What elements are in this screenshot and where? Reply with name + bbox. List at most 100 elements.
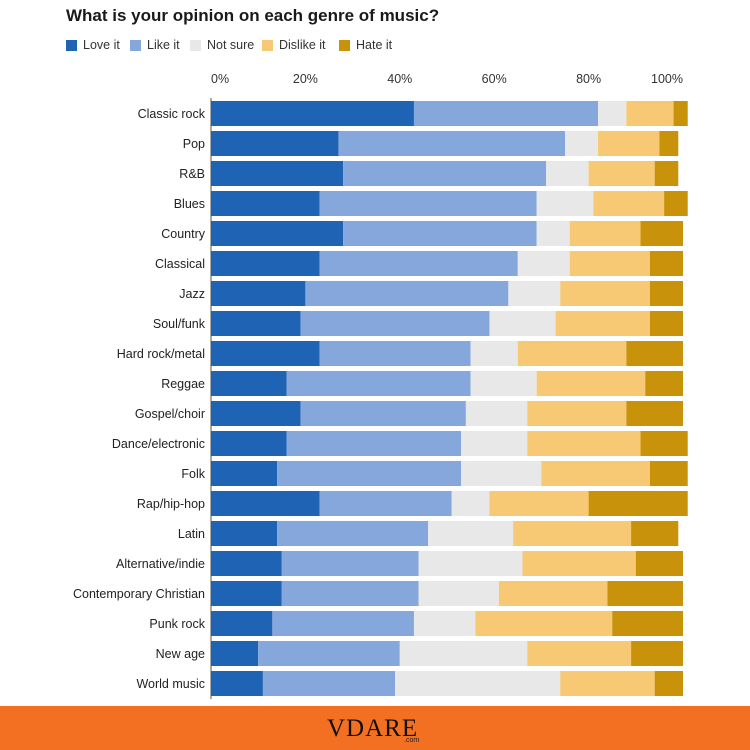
category-label-punk-rock: Punk rock [149,617,205,631]
legend-label-hate-it: Hate it [356,38,393,52]
bar-contemporary-christian-love-it [211,581,282,606]
bar-latin-like-it [277,521,429,546]
category-label-classic-rock: Classic rock [138,107,206,121]
legend-label-love-it: Love it [83,38,120,52]
bar-hard-rock-metal-not-sure [470,341,518,366]
bar-r-b-hate-it [654,161,679,186]
bar-new-age-hate-it [631,641,683,666]
bar-punk-rock-like-it [272,611,414,636]
bar-jazz-not-sure [508,281,561,306]
bar-jazz-hate-it [649,281,683,306]
bar-world-music-hate-it [654,671,683,696]
bar-contemporary-christian-not-sure [418,581,499,606]
bar-world-music-dislike-it [560,671,655,696]
bar-soul-funk-like-it [300,311,490,336]
bar-folk-love-it [211,461,278,486]
category-label-blues: Blues [174,197,205,211]
bar-folk-dislike-it [541,461,650,486]
category-label-soul-funk: Soul/funk [153,317,206,331]
bar-latin-love-it [211,521,278,546]
bar-r-b-not-sure [546,161,589,186]
bar-latin-hate-it [631,521,679,546]
x-tick-label-0: 0% [211,72,229,86]
bar-hard-rock-metal-dislike-it [517,341,627,366]
bar-contemporary-christian-like-it [281,581,419,606]
bar-dance-electronic-love-it [211,431,287,456]
legend-swatch-like-it [130,39,141,51]
bar-rap-hip-hop-dislike-it [489,491,589,516]
bar-r-b-dislike-it [588,161,655,186]
bar-alternative-indie-hate-it [635,551,683,576]
bar-r-b-love-it [211,161,344,186]
bar-gospel-choir-love-it [211,401,301,426]
bar-contemporary-christian-dislike-it [498,581,608,606]
bar-pop-dislike-it [598,131,660,156]
chart-title: What is your opinion on each genre of mu… [66,6,440,25]
bar-blues-hate-it [664,191,688,216]
bar-gospel-choir-like-it [300,401,466,426]
legend-item-not-sure: Not sure [190,37,254,53]
bar-dance-electronic-not-sure [461,431,528,456]
bar-punk-rock-dislike-it [475,611,613,636]
bar-classic-rock-not-sure [598,101,627,126]
bar-folk-hate-it [649,461,688,486]
legend-label-like-it: Like it [147,38,180,52]
stacked-bar-chart: 0% 20% 40% 60% 80% 100% Classic rock Pop R&B Blue… [73,72,688,699]
bar-country-hate-it [640,221,683,246]
category-label-new-age: New age [156,647,205,661]
bar-alternative-indie-love-it [211,551,282,576]
bar-world-music-not-sure [395,671,561,696]
bar-rap-hip-hop-hate-it [588,491,688,516]
bar-dance-electronic-dislike-it [527,431,641,456]
category-label-rap-hip-hop: Rap/hip-hop [137,497,205,511]
x-tick-label-3: 60% [482,72,507,86]
bar-blues-dislike-it [593,191,665,216]
bar-gospel-choir-hate-it [626,401,683,426]
category-label-classical: Classical [155,257,205,271]
bar-new-age-dislike-it [527,641,632,666]
bar-classic-rock-like-it [413,101,599,126]
bar-reggae-love-it [211,371,287,396]
bar-rap-hip-hop-not-sure [451,491,490,516]
bar-folk-not-sure [461,461,542,486]
bar-pop-like-it [338,131,565,156]
bar-soul-funk-not-sure [489,311,556,336]
bar-punk-rock-not-sure [413,611,476,636]
category-label-pop: Pop [183,137,205,151]
bar-world-music-love-it [211,671,263,696]
bar-punk-rock-love-it [211,611,273,636]
bar-reggae-dislike-it [536,371,646,396]
bar-folk-like-it [277,461,462,486]
bar-rap-hip-hop-love-it [211,491,320,516]
bar-pop-love-it [211,131,339,156]
category-label-jazz: Jazz [179,287,205,301]
bar-rap-hip-hop-like-it [319,491,452,516]
bar-latin-not-sure [428,521,514,546]
category-label-hard-rock-metal: Hard rock/metal [117,347,205,361]
bar-reggae-like-it [286,371,471,396]
bar-r-b-like-it [343,161,547,186]
bar-classical-not-sure [517,251,570,276]
category-label-folk: Folk [181,467,205,481]
legend-item-hate-it: Hate it [339,37,392,53]
bar-new-age-not-sure [399,641,528,666]
legend-label-dislike-it: Dislike it [279,38,326,52]
bar-gospel-choir-not-sure [465,401,528,426]
category-label-latin: Latin [178,527,205,541]
bar-classic-rock-hate-it [673,101,688,126]
bar-country-dislike-it [569,221,641,246]
bar-jazz-dislike-it [560,281,650,306]
bar-alternative-indie-dislike-it [522,551,636,576]
bar-hard-rock-metal-like-it [319,341,471,366]
category-label-contemporary-christian: Contemporary Christian [73,587,205,601]
bar-gospel-choir-dislike-it [527,401,627,426]
x-tick-label-5: 100% [651,72,683,86]
bar-classical-like-it [319,251,518,276]
bar-reggae-not-sure [470,371,537,396]
category-label-dance-electronic: Dance/electronic [112,437,205,451]
bar-dance-electronic-hate-it [640,431,688,456]
bar-country-love-it [211,221,344,246]
bar-dance-electronic-like-it [286,431,462,456]
bar-hard-rock-metal-hate-it [626,341,683,366]
x-tick-label-1: 20% [293,72,318,86]
